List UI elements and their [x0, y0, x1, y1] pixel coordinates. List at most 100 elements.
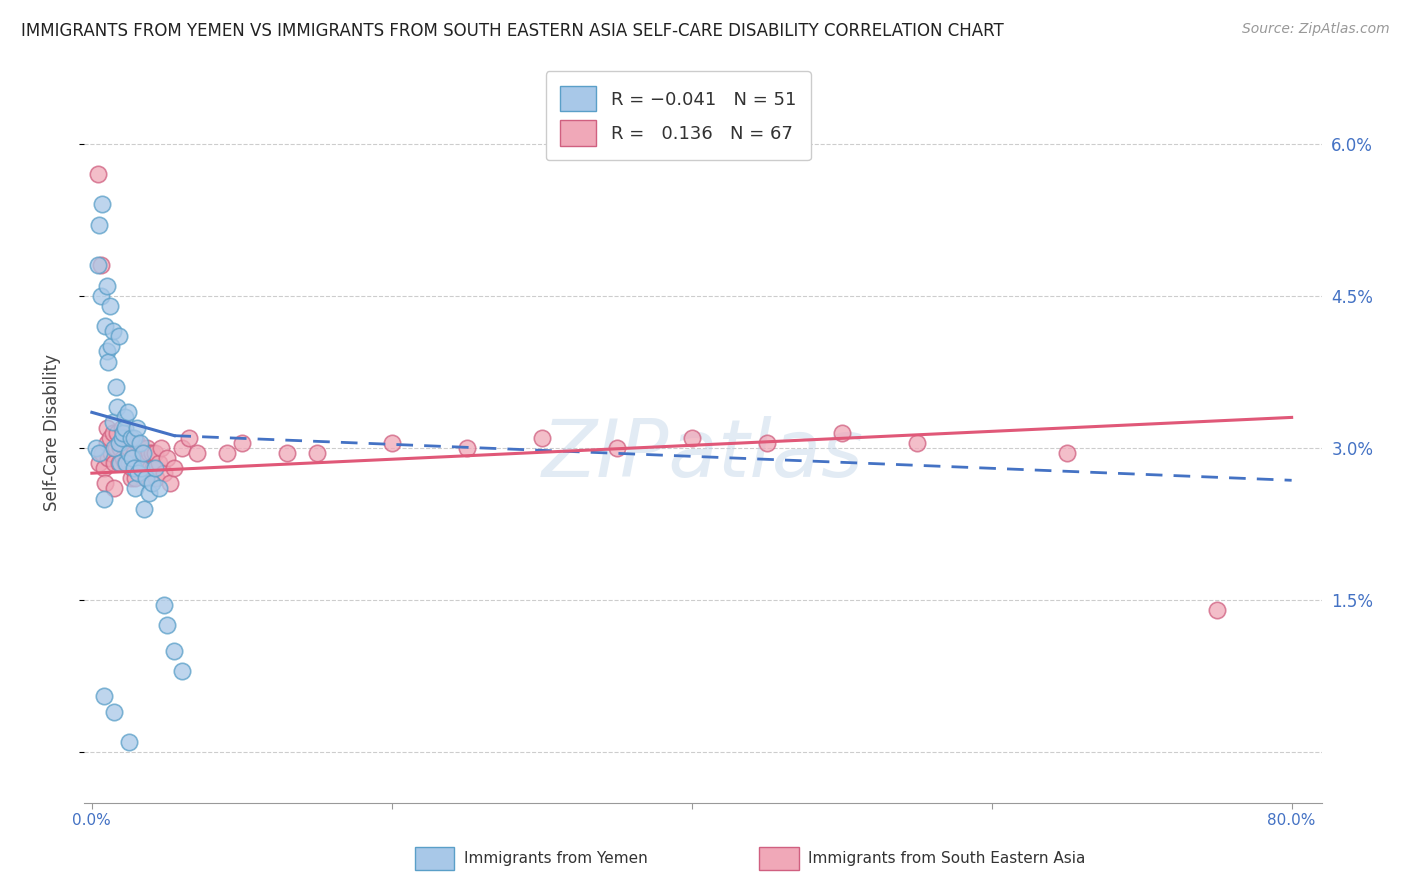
Point — [138, 486, 160, 500]
Point — [122, 431, 145, 445]
Point — [110, 456, 132, 470]
Point — [128, 461, 150, 475]
Point — [118, 456, 141, 470]
Point — [96, 344, 118, 359]
Point — [127, 456, 149, 470]
Point — [97, 450, 120, 465]
Point — [170, 441, 193, 455]
Point — [135, 471, 157, 485]
Point — [127, 466, 149, 480]
Point — [100, 446, 122, 460]
Point — [90, 289, 112, 303]
Point — [97, 354, 120, 368]
Point — [120, 471, 142, 485]
Point — [86, 441, 108, 455]
Point — [905, 435, 928, 450]
Point — [156, 618, 179, 632]
Point — [215, 446, 238, 460]
Point — [139, 461, 162, 475]
Point — [128, 435, 150, 450]
Point — [87, 258, 110, 272]
Point — [108, 329, 131, 343]
Point — [131, 441, 153, 455]
Point — [89, 218, 111, 232]
Point — [134, 456, 156, 470]
Point — [163, 643, 186, 657]
Point — [145, 471, 167, 485]
Point — [149, 441, 172, 455]
Point — [120, 431, 142, 445]
Point — [121, 461, 143, 475]
Text: Immigrants from Yemen: Immigrants from Yemen — [464, 851, 648, 866]
Point — [96, 435, 118, 450]
Point — [148, 482, 170, 496]
Point — [114, 420, 136, 434]
Point — [118, 441, 141, 455]
Point — [115, 431, 138, 445]
Point — [118, 735, 141, 749]
Point — [125, 435, 148, 450]
Point — [101, 324, 124, 338]
Point — [121, 450, 143, 465]
Point — [91, 446, 114, 460]
Point — [112, 425, 135, 440]
Point — [103, 482, 125, 496]
Point — [138, 446, 160, 460]
Point — [105, 425, 128, 440]
Point — [122, 446, 145, 460]
Point — [125, 420, 148, 434]
Point — [131, 461, 153, 475]
Point — [104, 380, 127, 394]
Text: IMMIGRANTS FROM YEMEN VS IMMIGRANTS FROM SOUTH EASTERN ASIA SELF-CARE DISABILITY: IMMIGRANTS FROM YEMEN VS IMMIGRANTS FROM… — [21, 22, 1004, 40]
Point — [606, 441, 628, 455]
Point — [305, 446, 328, 460]
Point — [91, 197, 114, 211]
Point — [143, 446, 166, 460]
Point — [93, 491, 115, 506]
Point — [111, 420, 134, 434]
Point — [122, 461, 145, 475]
Point — [1056, 446, 1078, 460]
Point — [153, 466, 176, 480]
Point — [100, 339, 122, 353]
Point — [132, 446, 155, 460]
Point — [186, 446, 208, 460]
Point — [143, 461, 166, 475]
Point — [132, 446, 155, 460]
Point — [103, 441, 125, 455]
Point — [89, 456, 111, 470]
Point — [124, 482, 146, 496]
Point — [104, 441, 127, 455]
Point — [1205, 603, 1227, 617]
Point — [141, 476, 163, 491]
Point — [90, 258, 112, 272]
Point — [530, 431, 553, 445]
Point — [93, 461, 115, 475]
Point — [134, 501, 156, 516]
Point — [96, 278, 118, 293]
Point — [163, 461, 186, 475]
Point — [103, 705, 125, 719]
Point — [108, 435, 131, 450]
Point — [115, 456, 138, 470]
Point — [112, 450, 135, 465]
Point — [381, 435, 404, 450]
Point — [170, 664, 193, 678]
Point — [111, 435, 134, 450]
Point — [111, 431, 134, 445]
Y-axis label: Self-Care Disability: Self-Care Disability — [42, 354, 60, 511]
Point — [101, 425, 124, 440]
Point — [108, 456, 131, 470]
Point — [98, 431, 121, 445]
Point — [831, 425, 853, 440]
Point — [159, 476, 181, 491]
Point — [114, 456, 136, 470]
Point — [101, 416, 124, 430]
Point — [117, 405, 139, 419]
Point — [136, 441, 159, 455]
Point — [103, 456, 125, 470]
Point — [124, 471, 146, 485]
Point — [148, 456, 170, 470]
Text: ZIPatlas: ZIPatlas — [541, 416, 865, 494]
Point — [276, 446, 298, 460]
